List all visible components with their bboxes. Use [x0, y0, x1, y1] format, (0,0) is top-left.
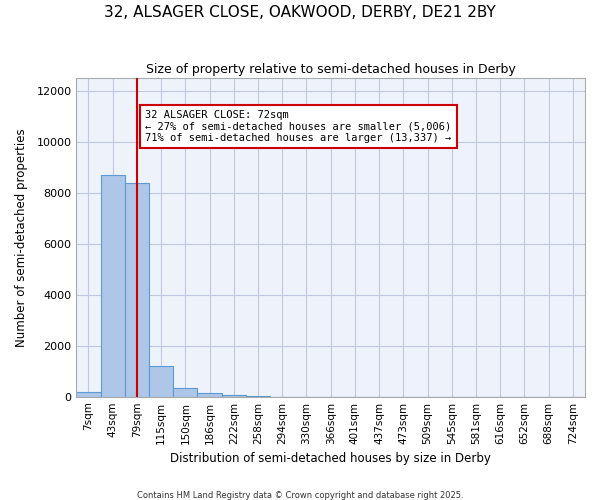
Text: 32 ALSAGER CLOSE: 72sqm
← 27% of semi-detached houses are smaller (5,006)
71% of: 32 ALSAGER CLOSE: 72sqm ← 27% of semi-de…: [145, 110, 452, 143]
Bar: [149, 366, 173, 396]
Y-axis label: Number of semi-detached properties: Number of semi-detached properties: [15, 128, 28, 346]
Bar: [101, 175, 125, 396]
Bar: [197, 393, 221, 396]
Bar: [76, 392, 101, 396]
Bar: [221, 394, 246, 396]
X-axis label: Distribution of semi-detached houses by size in Derby: Distribution of semi-detached houses by …: [170, 452, 491, 465]
Title: Size of property relative to semi-detached houses in Derby: Size of property relative to semi-detach…: [146, 62, 515, 76]
Text: 32, ALSAGER CLOSE, OAKWOOD, DERBY, DE21 2BY: 32, ALSAGER CLOSE, OAKWOOD, DERBY, DE21 …: [104, 5, 496, 20]
Bar: [173, 388, 197, 396]
Text: Contains HM Land Registry data © Crown copyright and database right 2025.: Contains HM Land Registry data © Crown c…: [137, 490, 463, 500]
Bar: [125, 182, 149, 396]
